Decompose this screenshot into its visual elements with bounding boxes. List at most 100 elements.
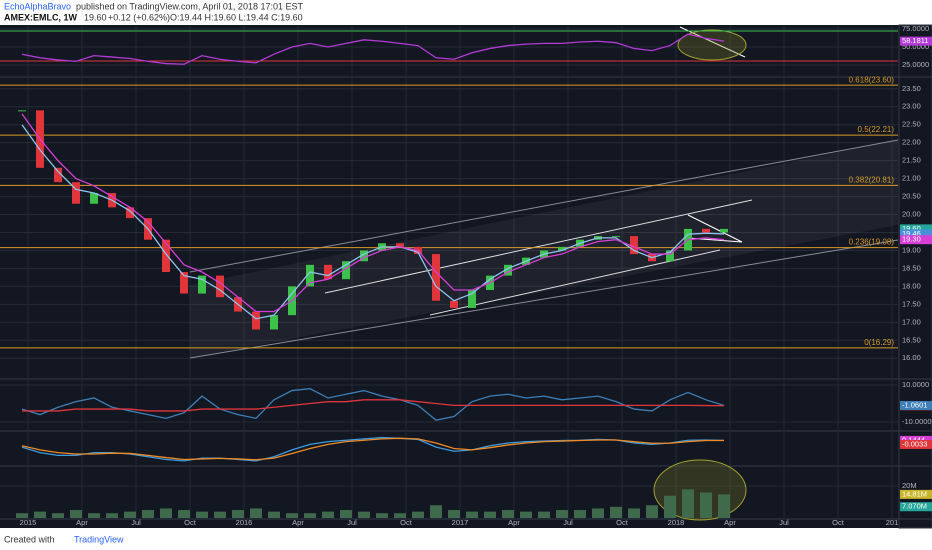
x-tick-label: 2017 — [452, 518, 469, 527]
candle — [612, 236, 620, 238]
y-tick-label: 18.50 — [902, 263, 921, 272]
y-tick-label: 20M — [902, 481, 917, 490]
candle — [504, 264, 512, 276]
change: +0.12 (+0.62%) — [108, 12, 170, 22]
candle — [558, 246, 566, 251]
channel-upper — [189, 139, 899, 273]
volume-bar — [682, 489, 694, 518]
volume-bar — [430, 505, 442, 518]
candle — [162, 239, 170, 273]
channel — [190, 140, 898, 358]
ohlc: O:19.44 H:19.60 L:19.44 C:19.60 — [170, 12, 303, 22]
y-tick-label: 10.0000 — [902, 380, 929, 389]
candle — [432, 254, 440, 301]
volume-bar — [322, 511, 334, 518]
volume-bar — [538, 511, 550, 518]
candle — [216, 275, 224, 298]
candle — [126, 207, 134, 219]
volume-bar — [700, 492, 712, 518]
triangle — [687, 214, 743, 243]
price-marker-label: 19.60 — [902, 224, 921, 233]
candle — [324, 264, 332, 280]
candle — [342, 261, 350, 280]
x-tick-label: Apr — [508, 518, 520, 527]
x-tick-label: Oct — [184, 518, 197, 527]
trend-line — [679, 26, 746, 58]
volume-bar — [664, 495, 676, 518]
volume-bar — [232, 510, 244, 518]
brand[interactable]: TradingView — [74, 534, 124, 544]
chart-background — [0, 25, 932, 528]
price-marker — [900, 502, 932, 512]
candle — [666, 250, 674, 262]
price-marker-label: 19.46 — [902, 229, 921, 238]
candle — [252, 311, 260, 330]
y-tick-label: 18.00 — [902, 281, 921, 290]
channel-lower — [189, 239, 899, 359]
price-marker-label: -0.0033 — [902, 439, 927, 448]
volume-bar — [196, 511, 208, 518]
symbol: AMEX:EMLC, 1W — [4, 12, 78, 22]
x-tick-label: Jul — [131, 518, 141, 527]
volume-bar — [376, 513, 388, 518]
indicator-line — [21, 33, 725, 65]
published: published on TradingView.com, April 01, … — [76, 1, 303, 11]
y-tick-label: 23.00 — [902, 102, 921, 111]
volume-bar — [520, 511, 532, 518]
indicator-line — [21, 437, 724, 461]
volume-bar — [502, 510, 514, 518]
candle — [54, 167, 62, 183]
x-tick-label: 2016 — [236, 518, 253, 527]
author[interactable]: EchoAlphaBravo — [4, 1, 71, 11]
volume-bar — [304, 513, 316, 518]
volume-bar — [358, 511, 370, 518]
volume-bar — [340, 510, 352, 518]
candle — [360, 250, 368, 262]
fib-label: 0(16.29) — [864, 338, 894, 347]
candle — [72, 182, 80, 204]
x-tick-label: Oct — [400, 518, 413, 527]
created-with: Created with — [4, 534, 55, 544]
fib-label: 0.382(20.81) — [849, 176, 895, 185]
price-marker-label: 7.070M — [902, 502, 927, 511]
x-tick-label: Oct — [616, 518, 629, 527]
fib-label: 0.236(19.08) — [849, 238, 895, 247]
y-tick-label: 22.00 — [902, 138, 921, 147]
candle — [450, 300, 458, 308]
x-tick-label: Jul — [347, 518, 357, 527]
fib-label: 0.5(22.21) — [858, 125, 895, 134]
price-marker-label: 19.30 — [902, 235, 921, 244]
candle — [702, 228, 710, 233]
volume-bar — [178, 510, 190, 518]
indicator-line — [21, 388, 725, 421]
volume-bar — [610, 506, 622, 518]
candle — [18, 110, 26, 112]
candle — [306, 264, 314, 287]
price-marker-label: 14.81M — [902, 489, 927, 498]
y-tick-label: 20.50 — [902, 192, 921, 201]
volume-bar — [412, 511, 424, 518]
price-marker — [900, 224, 932, 234]
y-tick-label: 17.00 — [902, 317, 921, 326]
volume-bar — [718, 494, 730, 518]
y-tick-label: 17.50 — [902, 299, 921, 308]
candle — [198, 275, 206, 294]
volume-bar — [106, 513, 118, 518]
volume-bar — [88, 513, 100, 518]
volume-bar — [628, 508, 640, 518]
candle — [630, 236, 638, 255]
price-marker — [900, 489, 932, 499]
candle — [396, 243, 404, 247]
candle — [270, 315, 278, 330]
price-marker-label: 0.1444 — [902, 435, 925, 444]
y-tick-label: 21.00 — [902, 174, 921, 183]
y-tick-label: 21.50 — [902, 156, 921, 165]
y-tick-label: 16.50 — [902, 335, 921, 344]
x-tick-label: Apr — [724, 518, 736, 527]
y-tick-label: 22.50 — [902, 120, 921, 129]
y-tick-label: 20.00 — [902, 210, 921, 219]
indicator-line — [22, 399, 725, 412]
volume-bar — [16, 513, 28, 518]
